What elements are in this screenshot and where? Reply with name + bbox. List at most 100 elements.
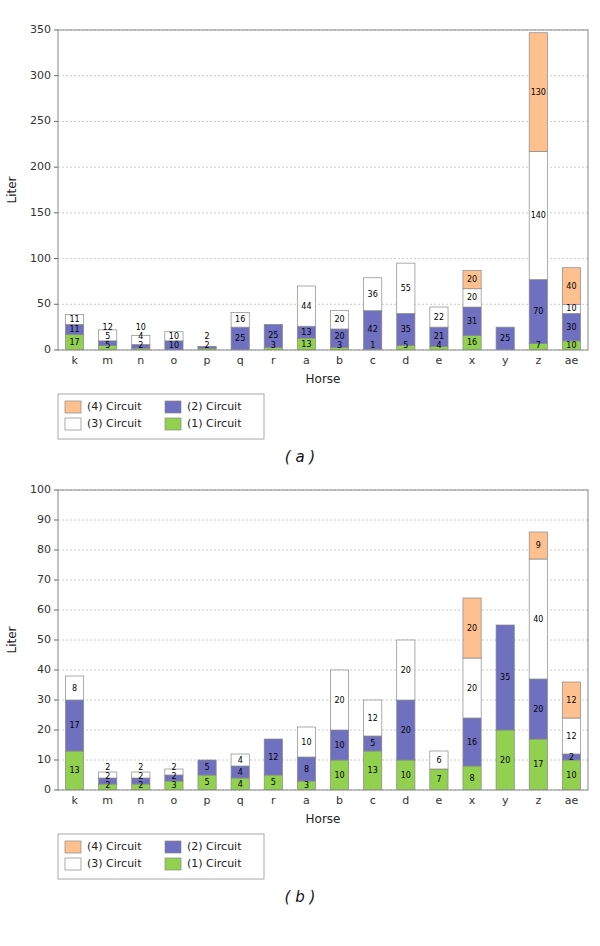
bar-segment <box>397 640 415 700</box>
data-label: 3 <box>271 341 276 350</box>
data-label: 5 <box>105 341 110 350</box>
data-label: 40 <box>566 282 576 291</box>
legend-swatch <box>65 841 81 853</box>
data-label: 2 <box>138 341 143 350</box>
data-label: 9 <box>536 541 541 550</box>
data-label: 10 <box>401 771 411 780</box>
data-label: 1 <box>370 341 375 350</box>
bar-segment <box>529 532 547 559</box>
data-label: 4 <box>238 756 243 765</box>
tick-label: 250 <box>30 114 51 127</box>
bar-segment <box>430 751 448 769</box>
tick-label: 0 <box>44 343 51 356</box>
bar-segment <box>330 760 348 790</box>
data-label: 25 <box>500 334 510 343</box>
tick <box>54 700 58 701</box>
bar-segment <box>397 700 415 760</box>
tick-label: 150 <box>30 206 51 219</box>
data-label: 20 <box>467 293 477 302</box>
chart-title: ( b ) <box>285 888 316 906</box>
tick-label: 30 <box>37 693 51 706</box>
tick <box>54 212 58 213</box>
bar-segment <box>264 739 282 740</box>
legend-label: (4) Circuit <box>87 400 142 413</box>
tick-label: a <box>303 354 310 367</box>
bar-segment <box>330 670 348 730</box>
data-label: 2 <box>569 753 574 762</box>
bar-segment <box>231 778 249 790</box>
tick-label: ae <box>565 354 579 367</box>
data-label: 10 <box>334 741 344 750</box>
bar-segment <box>297 781 315 790</box>
tick <box>54 640 58 641</box>
tick-label: x <box>469 794 476 807</box>
bar-segment <box>397 760 415 790</box>
data-label: 20 <box>334 696 344 705</box>
bar-segment <box>529 739 547 790</box>
legend-swatch <box>165 418 181 430</box>
data-label: 20 <box>533 705 543 714</box>
bar-segment <box>463 766 481 790</box>
tick <box>54 350 58 351</box>
tick-label: 20 <box>37 723 51 736</box>
data-label: 2 <box>138 772 143 781</box>
bar-segment <box>562 760 580 790</box>
legend-swatch <box>165 841 181 853</box>
bar-segment <box>198 775 216 790</box>
tick-label: q <box>237 354 244 367</box>
data-label: 2 <box>105 772 110 781</box>
tick-label: 60 <box>37 603 51 616</box>
data-label: 17 <box>69 721 79 730</box>
tick-label: b <box>336 354 343 367</box>
tick-label: n <box>137 794 144 807</box>
data-label: 31 <box>467 317 477 326</box>
bars <box>65 532 580 790</box>
data-label: 20 <box>467 275 477 284</box>
grid-line <box>58 212 588 213</box>
data-label: 35 <box>500 673 510 682</box>
legend-box <box>58 394 264 439</box>
bar-segment <box>330 311 348 329</box>
data-label: 130 <box>531 88 546 97</box>
grid-line <box>58 580 588 581</box>
bar-segment <box>65 324 83 334</box>
data-label: 140 <box>531 211 546 220</box>
tick-label: 100 <box>30 252 51 265</box>
grid-line <box>58 520 588 521</box>
data-label: 11 <box>69 315 79 324</box>
data-label: 12 <box>566 732 576 741</box>
tick <box>54 670 58 671</box>
data-label: 42 <box>368 325 378 334</box>
bar-segment <box>297 757 315 781</box>
bar-segment <box>364 751 382 790</box>
data-label: 5 <box>403 341 408 350</box>
tick <box>54 490 58 491</box>
data-label: 8 <box>470 774 475 783</box>
tick <box>54 790 58 791</box>
tick <box>54 580 58 581</box>
bar-segment <box>297 286 315 287</box>
data-labels: 1711115512241010102225163251313443202014… <box>69 88 576 350</box>
bar-segment <box>264 739 282 775</box>
legend-swatch <box>165 858 181 870</box>
grid-line <box>58 550 588 551</box>
data-label: 13 <box>69 766 79 775</box>
bar-segment <box>529 679 547 739</box>
tick-label: ae <box>565 794 579 807</box>
data-label: 4 <box>436 341 441 350</box>
data-label: 20 <box>334 332 344 341</box>
legend-swatch <box>65 858 81 870</box>
data-label: 2 <box>171 763 176 772</box>
data-label: 10 <box>566 771 576 780</box>
data-label: 70 <box>533 307 543 316</box>
tick-label: 80 <box>37 543 51 556</box>
bar-segment <box>231 327 249 350</box>
tick-label: 350 <box>30 23 51 36</box>
data-label: 2 <box>138 763 143 772</box>
bar-segment <box>496 625 514 626</box>
legend-label: (1) Circuit <box>187 417 242 430</box>
data-label: 13 <box>368 766 378 775</box>
bar-segment <box>231 766 249 778</box>
tick-label: y <box>502 794 509 807</box>
data-label: 2 <box>205 341 210 350</box>
